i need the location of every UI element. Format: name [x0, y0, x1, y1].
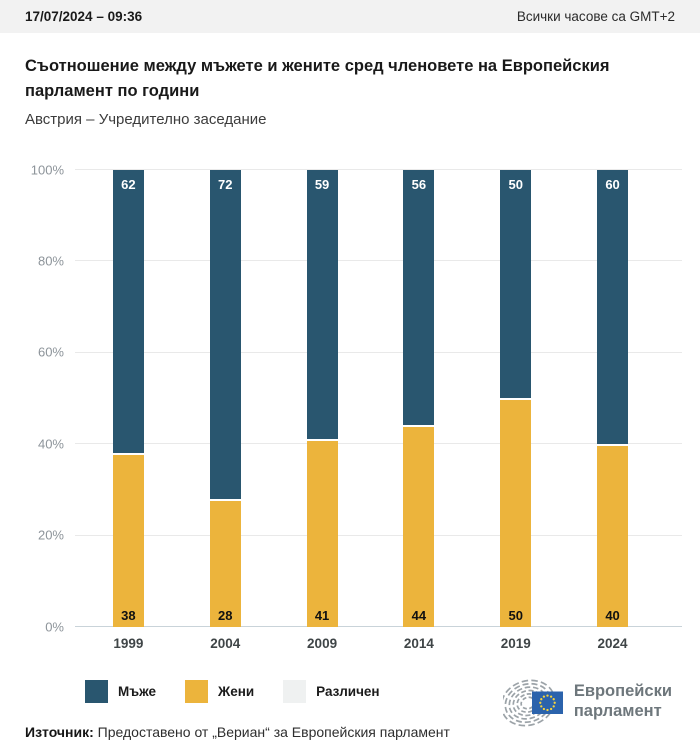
timezone-note: Всички часове са GMT+2: [516, 9, 675, 24]
source-text: Предоставено от „Вериан“ за Европейския …: [97, 724, 450, 740]
bar-column-2014: 56 44: [370, 169, 467, 627]
y-axis-tick-80%: 80%: [37, 253, 64, 269]
bar-segment-Мъже-2019[interactable]: 50: [500, 169, 532, 398]
ep-logo-text-line1: Европейски: [573, 682, 672, 701]
legend-item-label: Мъже: [118, 683, 156, 699]
y-axis-tick-0%: 0%: [45, 619, 64, 634]
x-axis-label-2024: 2024: [597, 635, 628, 651]
gridline-100%: [75, 169, 682, 170]
bar-column-2009: 59 41: [274, 169, 371, 627]
legend-swatch: [283, 679, 307, 703]
y-axis-tick-20%: 20%: [37, 527, 64, 543]
ep-logo-hemicycle-icon: [502, 679, 563, 727]
bar-column-1999: 62 38: [80, 169, 177, 627]
gridline-40%: [75, 443, 682, 445]
bar-segment-Мъже-2024[interactable]: 60: [597, 169, 629, 444]
bar-value-label: 72: [218, 176, 233, 192]
bar-value-label: 59: [314, 176, 330, 192]
legend-item-Жени[interactable]: Жени: [185, 679, 255, 703]
stacked-bar-2019: 50 50: [500, 169, 532, 627]
stacked-bar-1999: 62 38: [112, 169, 144, 627]
datetime-label: 17/07/2024 – 09:36: [25, 9, 143, 24]
x-axis-labels: 1999 2004 2009 2014 2019 2024: [80, 636, 661, 651]
title-block: Съотношение между мъжете и жените сред ч…: [0, 33, 700, 128]
plot-columns: 62 38 72 28 59 41 56 44 50 50 60 40: [80, 169, 661, 627]
bar-value-label: 62: [121, 176, 136, 192]
x-axis-label-2019: 2019: [500, 635, 531, 651]
bar-segment-Мъже-1999[interactable]: 62: [112, 169, 144, 453]
ep-logo-text-line2: парламент: [573, 701, 662, 720]
stacked-bar-2009: 59 41: [306, 169, 338, 627]
bar-segment-Жени-1999[interactable]: 38: [112, 452, 144, 627]
gender-ratio-chart: 100% 80% 60% 40% 20% 0% 62 38 72 28 59 41 56 44 50 50 6…: [0, 128, 700, 668]
bar-column-2004: 72 28: [177, 169, 274, 627]
x-axis-label-1999: 1999: [113, 635, 144, 651]
gridline-20%: [75, 534, 682, 536]
legend-item-Мъже[interactable]: Мъже: [85, 679, 156, 703]
bar-value-label: 50: [508, 176, 523, 192]
bar-value-label: 60: [605, 176, 620, 192]
legend-swatch: [85, 679, 108, 703]
x-axis-label-2009: 2009: [307, 635, 338, 651]
y-axis-tick-60%: 60%: [37, 344, 64, 360]
plot-area: 100% 80% 60% 40% 20% 0% 62 38 72 28 59 41 56 44 50 50 6…: [31, 162, 682, 651]
bar-value-label: 28: [218, 607, 233, 623]
source-label: Източник:: [25, 724, 94, 740]
bar-segment-Жени-2019[interactable]: 50: [500, 398, 532, 627]
bar-segment-Жени-2004[interactable]: 28: [209, 498, 241, 627]
y-axis-tick-100%: 100%: [30, 162, 64, 177]
stacked-bar-2014: 56 44: [403, 169, 435, 627]
legend-item-Различен[interactable]: Различен: [283, 679, 380, 703]
legend: Мъже Жени Различен: [0, 679, 700, 703]
bar-value-label: 41: [314, 607, 330, 623]
x-axis-label-2004: 2004: [210, 635, 241, 651]
bar-value-label: 40: [605, 607, 620, 623]
legend-item-label: Жени: [218, 683, 255, 699]
bar-value-label: 38: [121, 607, 136, 623]
page-subtitle: Австрия – Учредително заседание: [25, 110, 267, 128]
bar-value-label: 44: [411, 607, 427, 623]
legend-item-label: Различен: [316, 683, 380, 699]
bar-column-2019: 50 50: [467, 169, 564, 627]
ep-logo[interactable]: Европейски парламент: [502, 673, 672, 730]
bar-segment-Мъже-2014[interactable]: 56: [403, 169, 435, 426]
page-title: Съотношение между мъжете и жените сред ч…: [25, 57, 610, 100]
bar-segment-Жени-2009[interactable]: 41: [306, 439, 338, 627]
legend-swatch: [185, 679, 208, 703]
eu-flag-icon: [531, 691, 563, 714]
ep-logo-text: Европейски парламент: [574, 682, 672, 721]
stacked-bar-2004: 72 28: [209, 169, 241, 627]
gridline-60%: [75, 351, 682, 353]
gridline-0%: [75, 626, 682, 627]
top-bar: 17/07/2024 – 09:36 Всички часове са GMT+…: [0, 0, 700, 33]
stacked-bar-2024: 60 40: [597, 169, 629, 627]
bar-segment-Жени-2014[interactable]: 44: [403, 425, 435, 627]
bar-segment-Жени-2024[interactable]: 40: [597, 443, 629, 627]
bar-value-label: 56: [411, 176, 427, 192]
x-axis-label-2014: 2014: [403, 635, 434, 651]
bar-segment-Мъже-2004[interactable]: 72: [209, 169, 241, 499]
bar-column-2024: 60 40: [564, 169, 661, 627]
bar-segment-Мъже-2009[interactable]: 59: [306, 169, 338, 440]
y-axis-tick-40%: 40%: [37, 436, 64, 452]
source-note: Източник: Предоставено от „Вериан“ за Ев…: [25, 724, 450, 740]
gridline-80%: [75, 260, 682, 262]
bar-value-label: 50: [508, 607, 523, 623]
